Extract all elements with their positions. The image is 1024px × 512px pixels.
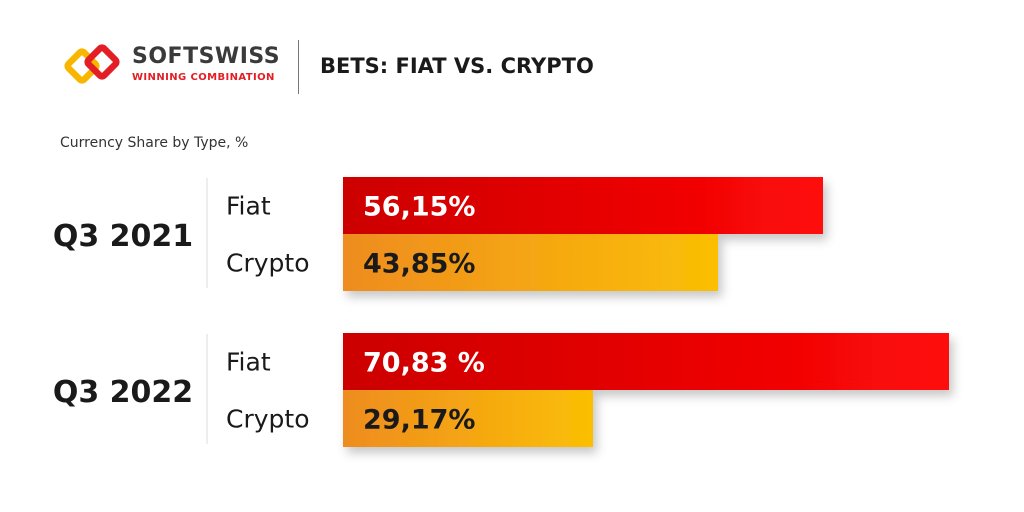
category-label: Crypto <box>226 405 310 434</box>
category-label: Fiat <box>226 348 271 377</box>
softswiss-logo-icon <box>64 44 120 84</box>
category-label: Crypto <box>226 249 310 278</box>
bar-crypto <box>343 234 718 291</box>
category-label: Fiat <box>226 192 271 221</box>
bar-fiat <box>343 177 823 234</box>
data-label: 56,15% <box>363 192 475 223</box>
bar-group: Q3 2022 Fiat 70,83 % Crypto 29,17% <box>53 333 949 447</box>
bar-group: Q3 2021 Fiat 56,15% Crypto 43,85% <box>53 177 823 291</box>
group-label: Q3 2022 <box>53 375 193 410</box>
data-label: 29,17% <box>363 405 475 436</box>
bar-crypto <box>343 390 593 447</box>
bar-fiat <box>343 333 949 390</box>
page-title: BETS: FIAT VS. CRYPTO <box>320 54 594 78</box>
data-label: 43,85% <box>363 249 475 280</box>
brand-name: SOFTSWISS <box>132 44 281 69</box>
data-label: 70,83 % <box>363 348 485 379</box>
chart-subtitle: Currency Share by Type, % <box>60 135 249 151</box>
brand-tagline: WINNING COMBINATION <box>132 72 275 83</box>
header-divider <box>298 40 299 94</box>
group-label: Q3 2021 <box>53 219 193 254</box>
